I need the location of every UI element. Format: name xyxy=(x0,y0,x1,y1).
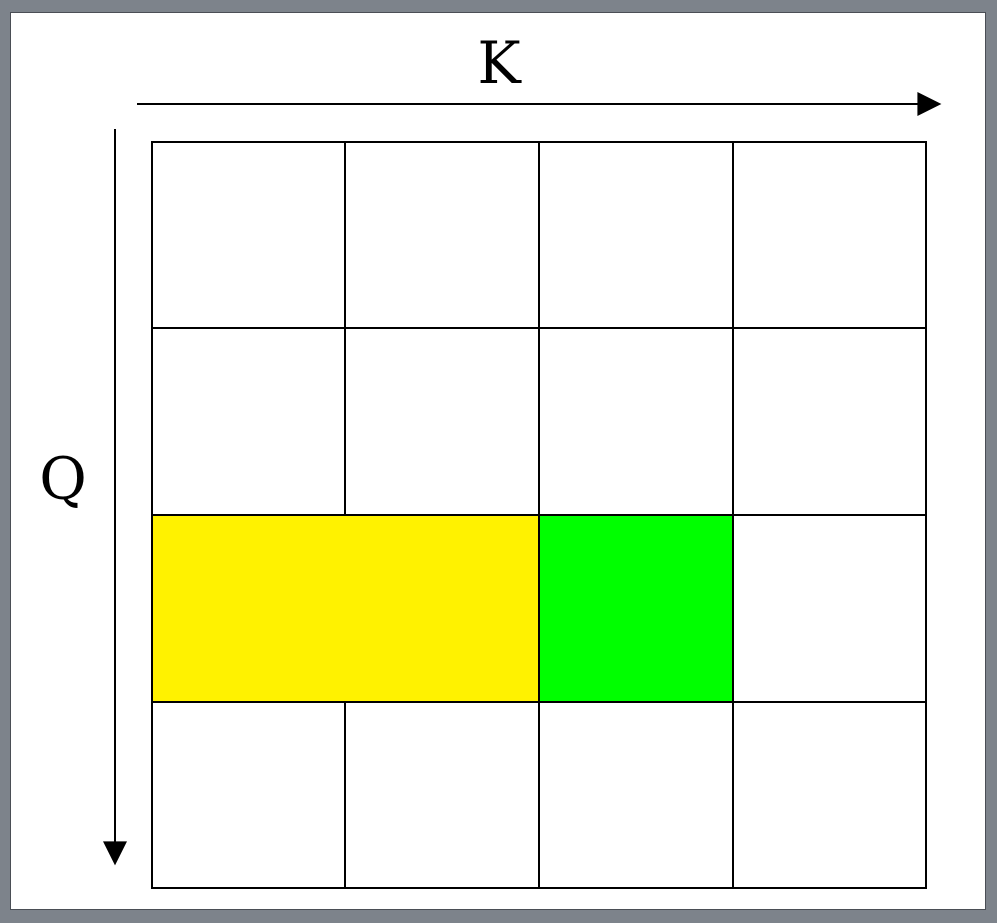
grid-lines xyxy=(151,141,927,889)
q-axis-label: Q xyxy=(39,445,87,513)
diagram-panel: K Q xyxy=(10,12,986,910)
attention-grid-diagram: K Q xyxy=(39,29,942,889)
k-axis-label: K xyxy=(477,29,522,97)
highlight-yellow-cells xyxy=(152,515,539,702)
highlight-green-cell xyxy=(539,515,733,702)
